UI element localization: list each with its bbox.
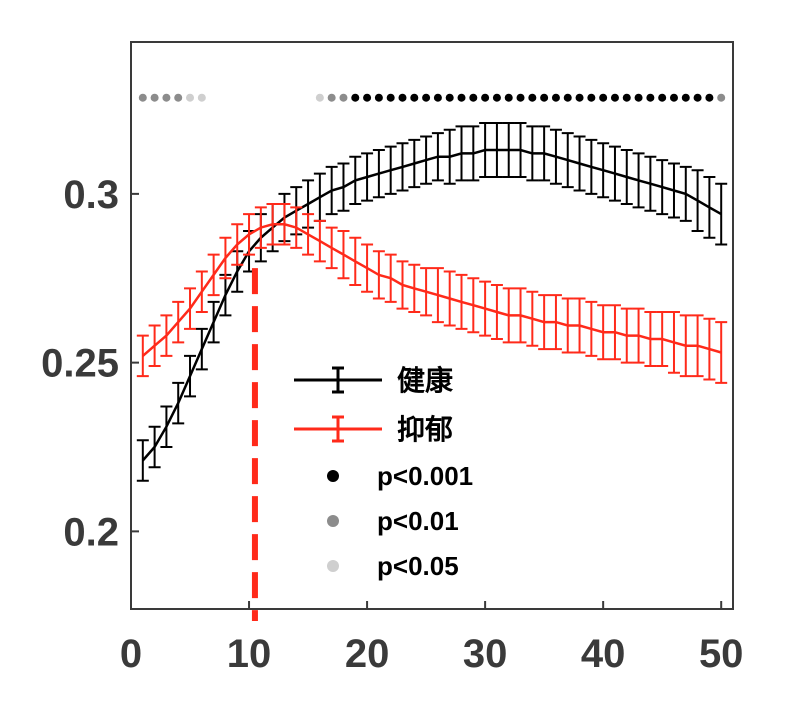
- significance-dot: [410, 93, 419, 102]
- significance-dot: [339, 93, 348, 102]
- significance-dot: [717, 93, 726, 102]
- legend-dot: [327, 470, 339, 482]
- significance-dot: [705, 93, 714, 102]
- significance-dot: [693, 93, 702, 102]
- series-line: [141, 148, 722, 462]
- significance-dot: [457, 93, 466, 102]
- series-layer: [136, 122, 728, 482]
- x-tick-label: 30: [463, 632, 508, 676]
- significance-dot: [575, 93, 584, 102]
- significance-dot: [363, 93, 372, 102]
- significance-dot: [374, 93, 383, 102]
- significance-dot: [622, 93, 631, 102]
- legend-item: p<0.001: [327, 461, 473, 491]
- significance-dot: [327, 93, 336, 102]
- y-tick-label: 0.25: [41, 342, 119, 386]
- significance-dot: [610, 93, 619, 102]
- legend-label: 健康: [397, 364, 454, 397]
- x-tick-label: 20: [345, 632, 390, 676]
- significance-dot: [398, 93, 407, 102]
- significance-dot: [445, 93, 454, 102]
- significance-dot: [386, 93, 395, 102]
- significance-dot: [315, 93, 324, 102]
- series-depressed: [136, 203, 728, 384]
- significance-dot: [138, 93, 147, 102]
- legend-dot: [327, 560, 339, 572]
- error-bar: [715, 182, 728, 246]
- x-tick-label: 10: [227, 632, 272, 676]
- significance-dot: [492, 93, 501, 102]
- legend-item: p<0.05: [327, 551, 459, 581]
- legend-item: p<0.01: [327, 506, 459, 536]
- significance-dot: [599, 93, 608, 102]
- legend-item: 抑郁: [294, 413, 453, 446]
- x-axis: 0 10 20 30 40 50: [120, 601, 744, 676]
- significance-dots: [138, 93, 726, 102]
- significance-dot: [186, 93, 195, 102]
- significance-dot: [469, 93, 478, 102]
- x-tick-label: 50: [699, 632, 744, 676]
- significance-dot: [658, 93, 667, 102]
- x-tick-label: 0: [120, 632, 142, 676]
- significance-dot: [528, 93, 537, 102]
- significance-dot: [197, 93, 206, 102]
- significance-dot: [646, 93, 655, 102]
- significance-dot: [669, 93, 678, 102]
- legend-item: 健康: [294, 364, 454, 397]
- significance-dot: [174, 93, 183, 102]
- significance-dot: [551, 93, 560, 102]
- y-axis: 0.2 0.25 0.3: [41, 173, 139, 554]
- significance-dot: [504, 93, 513, 102]
- legend-label: p<0.01: [377, 506, 459, 536]
- y-tick-label: 0.3: [63, 173, 119, 217]
- significance-dot: [150, 93, 159, 102]
- significance-dot: [351, 93, 360, 102]
- series-line: [141, 223, 722, 357]
- significance-dot: [481, 93, 490, 102]
- legend-dot: [327, 515, 339, 527]
- x-tick-label: 40: [581, 632, 626, 676]
- significance-dot: [634, 93, 643, 102]
- significance-dot: [681, 93, 690, 102]
- significance-dot: [162, 93, 171, 102]
- significance-dot: [563, 93, 572, 102]
- significance-dot: [433, 93, 442, 102]
- y-tick-label: 0.2: [63, 510, 119, 554]
- legend-label: 抑郁: [397, 413, 453, 446]
- significance-dot: [587, 93, 596, 102]
- significance-dot: [422, 93, 431, 102]
- legend-label: p<0.001: [377, 461, 473, 491]
- significance-dot: [516, 93, 525, 102]
- legend-label: p<0.05: [377, 551, 459, 581]
- significance-dot: [540, 93, 549, 102]
